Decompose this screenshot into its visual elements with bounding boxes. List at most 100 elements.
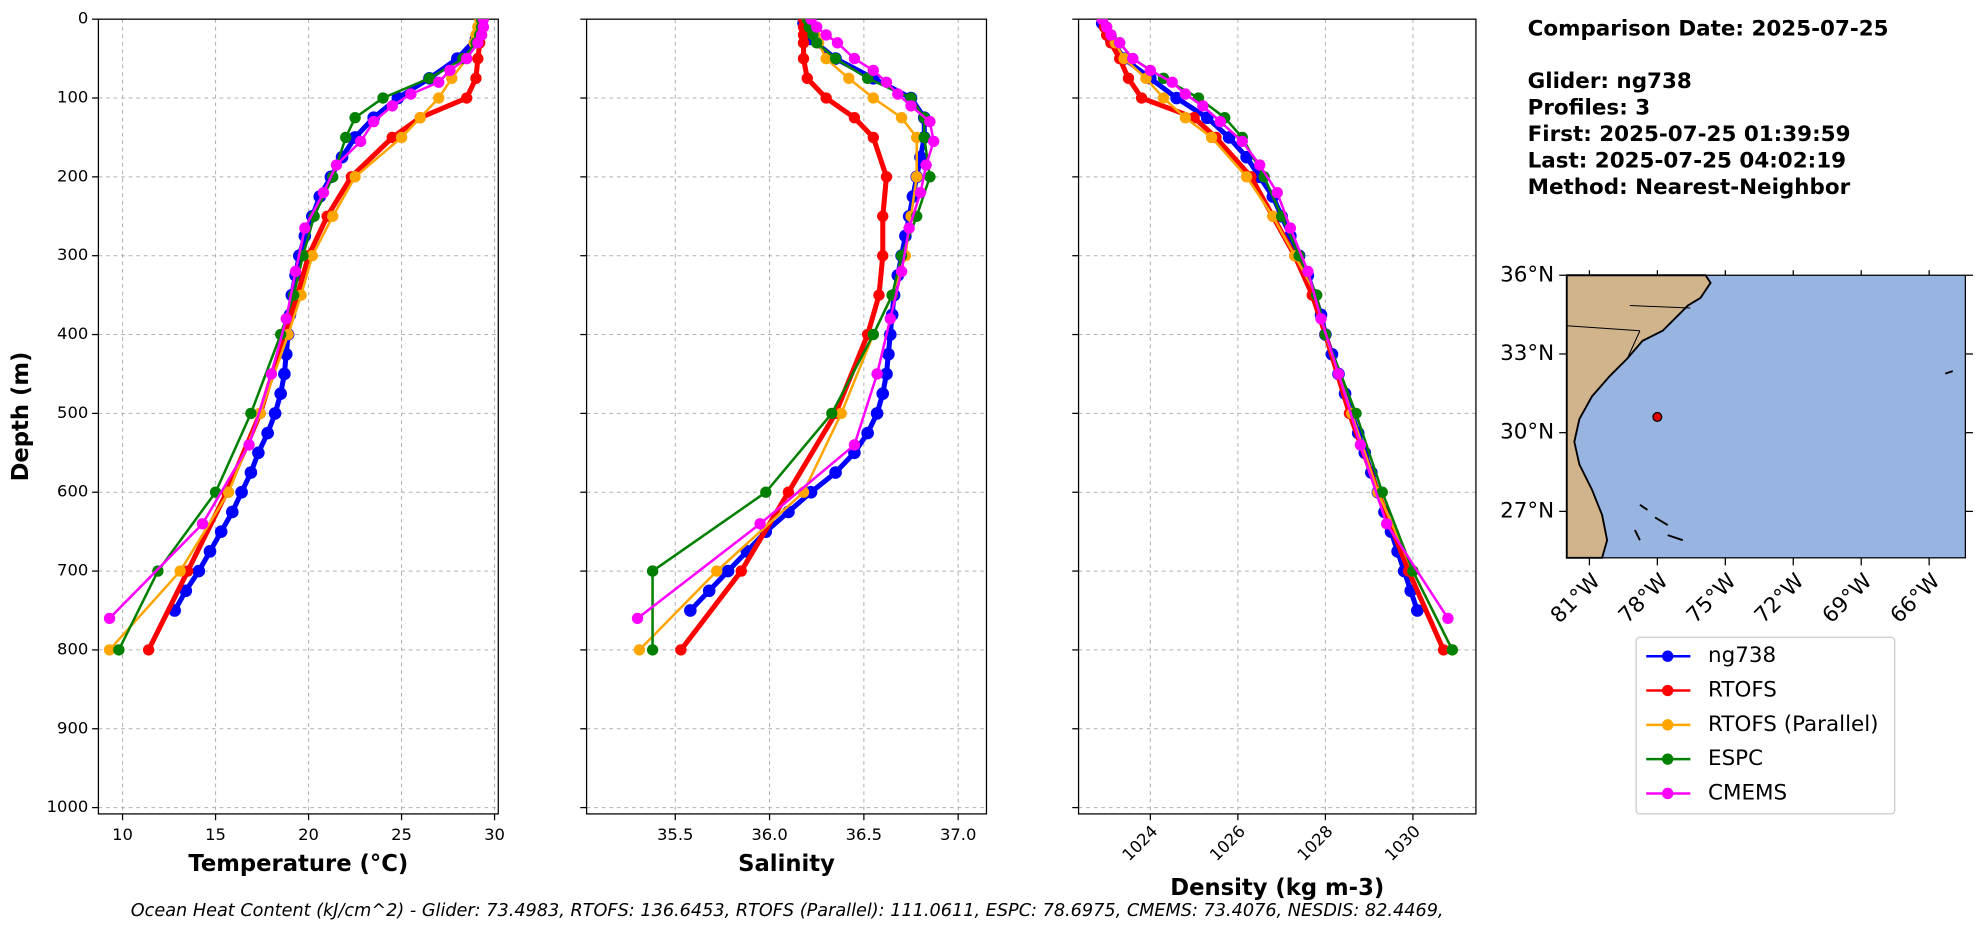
series-group: [103, 19, 490, 656]
profile-point: [472, 52, 484, 65]
land: [1565, 274, 1712, 559]
axes-frame: [585, 18, 988, 815]
profile-point: [826, 407, 838, 420]
profile-point: [306, 250, 318, 262]
profile-point: [226, 505, 239, 519]
glider-location: [1652, 411, 1663, 422]
profile-point: [386, 131, 398, 144]
profile-point: [876, 387, 890, 400]
profile-point: [244, 466, 258, 479]
profile-point: [214, 525, 228, 538]
profile-point: [835, 407, 847, 420]
profile-point: [903, 222, 915, 234]
y-tick-label: 200: [57, 166, 88, 185]
y-tick-label: 500: [57, 403, 88, 422]
info-text: Comparison Date: 2025-07-25: [1528, 16, 1889, 41]
profile-point: [414, 112, 426, 124]
profile-point: [367, 115, 380, 128]
profile-point: [820, 52, 832, 65]
profile-point: [1376, 486, 1388, 498]
profile-point: [895, 265, 908, 278]
profile-point: [327, 210, 339, 222]
profile-point: [735, 565, 747, 577]
profile-point: [1135, 92, 1148, 104]
profile-point: [196, 518, 209, 530]
profile-point: [103, 644, 116, 656]
profile-point: [377, 92, 389, 104]
legend-label: ng738: [1708, 643, 1776, 668]
profile-point: [1179, 88, 1192, 100]
profile-point: [289, 265, 302, 278]
x-axis-label: Salinity: [738, 851, 835, 877]
y-tick-label: 100: [57, 88, 88, 107]
profile-point: [460, 52, 473, 65]
profile-point: [203, 545, 217, 558]
profile-point: [867, 328, 879, 341]
y-axis-label: Depth (m): [8, 352, 34, 482]
profile-point: [265, 368, 278, 380]
profile-point: [867, 131, 879, 144]
profile-point: [848, 439, 861, 451]
profile-point: [1122, 72, 1135, 84]
profile-point: [142, 644, 155, 656]
profile-point: [877, 250, 889, 262]
profile-point: [1410, 604, 1424, 617]
profile-point: [1114, 37, 1126, 49]
y-tick-label: 700: [57, 561, 88, 580]
profile-point: [646, 644, 659, 656]
lat-tick-label: 30°N: [1500, 420, 1554, 445]
x-tick-label: 37.0: [940, 825, 976, 844]
x-tick-label: 36.0: [751, 825, 787, 844]
x-tick-label: 35.5: [657, 825, 693, 844]
profile-point: [340, 131, 352, 144]
legend-marker: [1661, 650, 1674, 662]
profile-point: [470, 72, 482, 84]
x-axis-label: Temperature (°C): [188, 851, 408, 877]
series-group: [631, 19, 940, 656]
profile-point: [684, 604, 697, 617]
profile-point: [433, 76, 445, 88]
profile-point: [867, 92, 879, 104]
profile-point: [867, 64, 879, 77]
profile-point: [797, 29, 810, 41]
profile-point: [280, 313, 292, 325]
state-borders: [1566, 305, 1691, 359]
x-tick-label: 25: [391, 825, 412, 844]
profile-point: [1254, 159, 1266, 171]
profile-point: [711, 565, 723, 577]
x-axis-label: Density (kg m-3): [1170, 875, 1384, 901]
profile-point: [880, 367, 893, 381]
profile-point: [633, 644, 646, 656]
profile-point: [895, 112, 908, 124]
profile-point: [721, 564, 735, 578]
profile-point: [843, 72, 855, 84]
y-tick-label: 800: [57, 639, 88, 658]
profile-point: [395, 131, 408, 144]
profile-point: [924, 115, 936, 128]
info-text: First: 2025-07-25 01:39:59: [1528, 122, 1851, 147]
profile-point: [861, 72, 874, 84]
info-text: Profiles: 3: [1528, 96, 1651, 121]
profile-point: [349, 112, 361, 124]
profile-point: [274, 387, 287, 400]
profile-point: [871, 368, 883, 380]
profile-point: [754, 518, 766, 530]
profile-point: [646, 565, 659, 577]
info-text: Glider: ng738: [1528, 69, 1692, 94]
info-text: Last: 2025-07-25 04:02:19: [1528, 149, 1846, 174]
lat-tick-label: 36°N: [1500, 262, 1554, 287]
profile-point: [861, 426, 874, 440]
profile-point: [460, 92, 473, 104]
profile-point: [829, 52, 842, 65]
legend-label: RTOFS: [1708, 678, 1777, 703]
profile-point: [1284, 222, 1297, 234]
profile-point: [330, 159, 343, 171]
legend-marker: [1661, 753, 1674, 765]
profile-point: [1197, 100, 1209, 112]
lat-tick-label: 33°N: [1500, 341, 1554, 366]
profile-point: [1258, 171, 1270, 183]
profile-point: [1157, 92, 1170, 104]
profile-point: [880, 171, 893, 183]
